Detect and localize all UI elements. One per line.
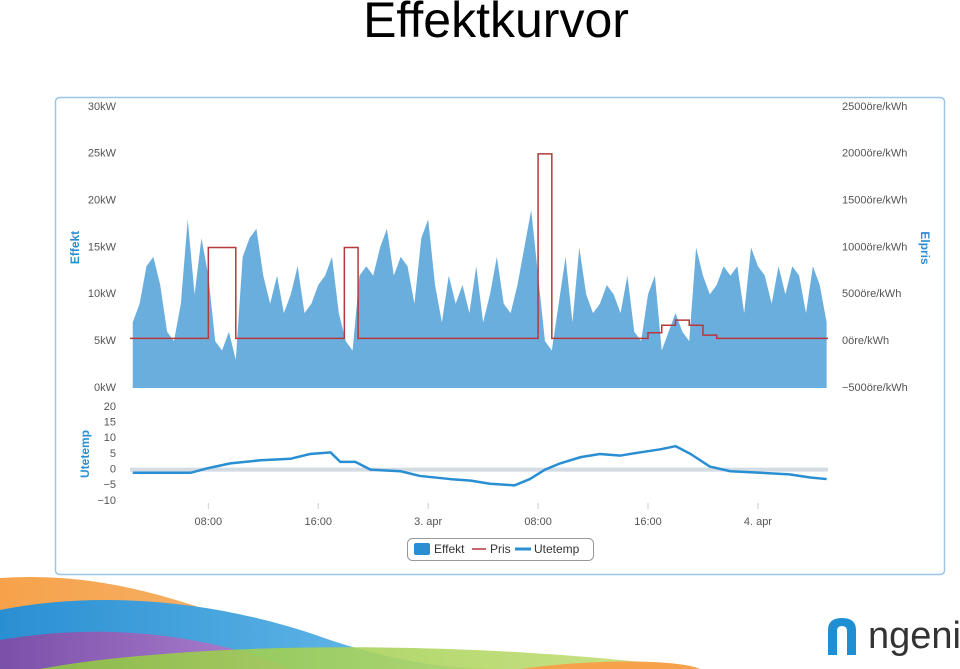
legend-label: Effekt <box>434 542 465 556</box>
plot: −10 −5 0 5 10 15 20 08:00 16:00 3. apr 08:00 16:00 4… <box>78 401 828 528</box>
logo-text: ngenic <box>868 615 960 657</box>
decoration <box>0 576 700 669</box>
legend-box <box>407 538 594 561</box>
y-tick-label: 5 <box>110 448 116 460</box>
y-tick-label: 5kW <box>94 335 117 347</box>
y2-tick-label: 1000öre/kWh <box>842 241 907 253</box>
legend-label: Utetemp <box>534 542 580 556</box>
y-tick-label: −5 <box>103 479 116 491</box>
x-tick-label: 08:00 <box>195 516 223 528</box>
y-tick-label: 20kW <box>88 195 117 207</box>
wave <box>40 647 700 669</box>
y-tick-label: 10kW <box>88 288 117 300</box>
y-axis-title: Effekt <box>68 231 82 264</box>
y-tick-label: 25kW <box>88 148 117 160</box>
y2-tick-label: −500öre/kWh <box>842 382 908 394</box>
y-tick-label: 0 <box>110 464 116 476</box>
slide-title: Effektkurvor <box>363 0 629 48</box>
legend-label: Pris <box>490 542 511 556</box>
wave <box>520 661 700 669</box>
y-tick-label: 20 <box>104 401 116 413</box>
plot: 0kW 5kW 10kW 15kW 20kW 25kW 30kW −500öre/kWh 0ör… <box>68 101 932 394</box>
y-tick-label: 10 <box>104 432 116 444</box>
x-tick-label: 16:00 <box>634 516 662 528</box>
y2-tick-label: 500öre/kWh <box>842 288 901 300</box>
y-tick-label: −10 <box>97 495 116 507</box>
x-tick-label: 4. apr <box>744 516 772 528</box>
area <box>132 210 827 388</box>
y2-tick-label: 2500öre/kWh <box>842 101 907 113</box>
y-tick-label: 0kW <box>94 382 117 394</box>
y-tick-label: 30kW <box>88 101 117 113</box>
x-tick-label: 16:00 <box>304 516 332 528</box>
y-axis-title: Utetemp <box>78 430 92 478</box>
legend-swatch <box>414 543 430 555</box>
logo: ngenic <box>828 615 960 657</box>
x-tick-label: 3. apr <box>414 516 442 528</box>
line <box>132 444 827 487</box>
y2-axis-title: Elpris <box>918 231 932 265</box>
y-tick-label: 15 <box>104 417 116 429</box>
price-line <box>130 153 828 340</box>
y2-tick-label: 2000öre/kWh <box>842 148 907 160</box>
legend: Effekt Pris Utetemp <box>407 538 594 561</box>
y2-tick-label: 0öre/kWh <box>842 335 889 347</box>
y2-tick-label: 1500öre/kWh <box>842 195 907 207</box>
x-tick-label: 08:00 <box>524 516 552 528</box>
y-tick-label: 15kW <box>88 241 117 253</box>
logo-icon <box>828 618 856 655</box>
